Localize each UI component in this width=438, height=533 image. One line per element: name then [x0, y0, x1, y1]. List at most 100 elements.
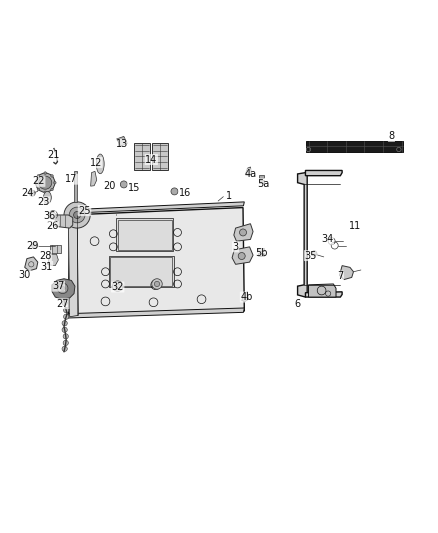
Circle shape [62, 327, 67, 333]
Text: 5a: 5a [258, 179, 270, 189]
Circle shape [120, 181, 127, 188]
Circle shape [53, 181, 56, 184]
Circle shape [39, 176, 52, 189]
Text: 27: 27 [57, 298, 69, 309]
Circle shape [63, 340, 68, 345]
Text: 5b: 5b [255, 248, 268, 259]
Bar [74, 171, 77, 202]
Text: 26: 26 [46, 221, 58, 231]
Text: 12: 12 [90, 158, 102, 167]
Polygon shape [234, 224, 253, 241]
Circle shape [62, 346, 67, 351]
Circle shape [115, 284, 120, 289]
Text: 22: 22 [32, 176, 45, 187]
Circle shape [62, 300, 67, 305]
Text: 28: 28 [39, 251, 51, 261]
Circle shape [64, 308, 69, 313]
Circle shape [35, 173, 55, 192]
Text: 29: 29 [26, 240, 38, 251]
Circle shape [37, 188, 40, 191]
Circle shape [154, 281, 159, 287]
Text: 6: 6 [294, 298, 300, 309]
Text: 8: 8 [389, 132, 395, 141]
Text: 36: 36 [43, 211, 56, 221]
Ellipse shape [43, 191, 51, 204]
Text: 4a: 4a [244, 169, 257, 179]
Text: 16: 16 [179, 188, 191, 198]
Text: 17: 17 [65, 174, 78, 184]
Text: 24: 24 [21, 188, 34, 198]
Polygon shape [25, 257, 38, 271]
Circle shape [113, 281, 123, 292]
Text: 15: 15 [127, 183, 140, 193]
Polygon shape [339, 265, 353, 280]
Text: 1: 1 [226, 191, 232, 201]
Circle shape [44, 172, 46, 174]
Polygon shape [52, 279, 75, 299]
Bar [259, 180, 265, 183]
Polygon shape [69, 202, 244, 213]
Polygon shape [55, 215, 73, 228]
Bar [259, 175, 265, 179]
Circle shape [64, 202, 90, 228]
Text: 7: 7 [337, 271, 343, 281]
Bar [110, 257, 172, 286]
Polygon shape [68, 207, 244, 317]
Circle shape [44, 191, 46, 193]
Circle shape [238, 253, 245, 260]
Bar [109, 256, 173, 287]
Text: 20: 20 [103, 181, 115, 191]
Circle shape [29, 190, 35, 196]
Polygon shape [91, 171, 97, 186]
Polygon shape [297, 173, 307, 297]
Circle shape [57, 283, 68, 294]
Polygon shape [305, 292, 342, 297]
Polygon shape [68, 213, 78, 317]
Circle shape [51, 175, 53, 177]
Circle shape [34, 181, 37, 184]
Bar [118, 220, 172, 250]
Circle shape [50, 212, 56, 217]
Polygon shape [48, 254, 58, 265]
Circle shape [51, 188, 53, 191]
Bar [152, 143, 168, 169]
Polygon shape [308, 284, 336, 297]
Text: 13: 13 [116, 139, 128, 149]
Circle shape [32, 243, 38, 248]
Circle shape [171, 188, 178, 195]
Bar [134, 143, 150, 169]
Polygon shape [67, 308, 244, 318]
Bar [49, 245, 60, 253]
Circle shape [311, 251, 317, 256]
Polygon shape [305, 171, 342, 176]
Bar [306, 141, 403, 152]
Circle shape [152, 279, 162, 289]
Text: 21: 21 [47, 150, 59, 160]
Text: 25: 25 [78, 206, 91, 216]
Circle shape [37, 175, 40, 177]
Circle shape [62, 321, 67, 326]
Text: 11: 11 [349, 221, 361, 231]
Text: 31: 31 [40, 262, 53, 271]
Text: 4b: 4b [240, 292, 253, 302]
Bar [117, 219, 173, 251]
Polygon shape [242, 292, 249, 302]
Circle shape [69, 207, 85, 223]
Text: 30: 30 [18, 270, 31, 280]
Circle shape [60, 286, 65, 290]
Text: 23: 23 [37, 197, 49, 207]
Circle shape [74, 212, 81, 219]
Polygon shape [245, 167, 252, 176]
Text: 34: 34 [321, 235, 333, 245]
Bar [258, 248, 264, 251]
Circle shape [64, 314, 69, 319]
Circle shape [240, 229, 247, 236]
Polygon shape [232, 247, 253, 264]
Text: 37: 37 [52, 281, 64, 291]
Text: 32: 32 [112, 282, 124, 292]
Text: 14: 14 [145, 155, 157, 165]
Polygon shape [117, 136, 127, 146]
Circle shape [63, 334, 68, 339]
Bar [258, 253, 264, 256]
Ellipse shape [96, 154, 104, 174]
